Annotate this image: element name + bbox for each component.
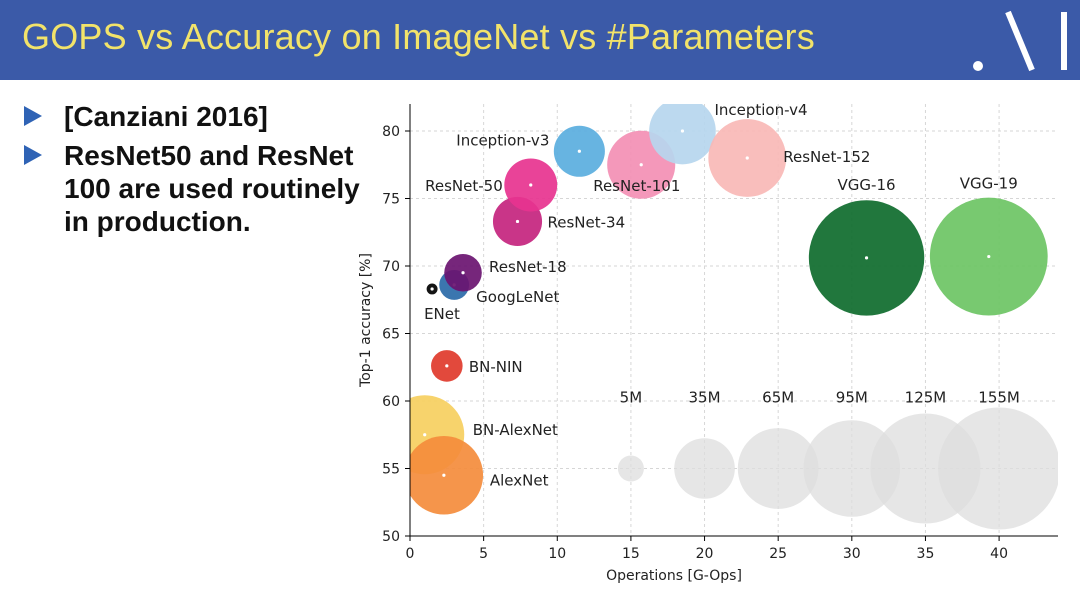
size-legend-label: 5M <box>620 388 643 406</box>
y-tick-label: 65 <box>382 327 400 343</box>
bubble-center-dot <box>423 433 427 437</box>
bullet-item: ResNet50 and ResNet 100 are used routine… <box>22 139 367 238</box>
bubble-label: ResNet-50 <box>425 177 503 195</box>
slide-title: GOPS vs Accuracy on ImageNet vs #Paramet… <box>22 16 815 57</box>
bubble-label: GoogLeNet <box>476 288 559 306</box>
x-tick-label: 0 <box>406 546 415 562</box>
bubble-label: Inception-v3 <box>456 131 549 149</box>
logo-icon <box>973 10 1067 72</box>
bubble-label: BN-NIN <box>469 358 523 376</box>
x-tick-label: 5 <box>479 546 488 562</box>
bubble-center-dot <box>987 254 991 259</box>
y-tick-label: 60 <box>382 394 400 410</box>
bubble-label: VGG-16 <box>838 176 896 194</box>
bubble-label: ResNet-101 <box>593 177 680 195</box>
y-axis-label: Top-1 accuracy [%] <box>358 253 374 388</box>
bubble-center-dot <box>864 256 869 260</box>
bubble-label: AlexNet <box>490 471 549 489</box>
y-tick-label: 55 <box>382 462 400 478</box>
bubble-center-dot <box>445 364 449 368</box>
x-tick-label: 20 <box>696 546 714 562</box>
x-tick-label: 10 <box>548 546 566 562</box>
bubble-center-dot <box>515 219 520 224</box>
bubble-label: ResNet-34 <box>548 213 626 231</box>
y-tick-label: 50 <box>382 529 400 545</box>
size-legend-label: 65M <box>762 388 794 406</box>
bullet-text: [Canziani 2016] <box>64 101 268 132</box>
y-tick-label: 75 <box>382 192 400 208</box>
bullet-arrow-icon <box>24 106 42 126</box>
bubble-center-dot <box>442 473 446 477</box>
size-legend-bubble <box>803 420 901 517</box>
slide-header: GOPS vs Accuracy on ImageNet vs #Paramet… <box>0 0 1080 80</box>
bubble-center-dot <box>430 287 434 291</box>
bullet-text: ResNet50 and ResNet 100 are used routine… <box>64 140 360 237</box>
bubble-label: Inception-v4 <box>714 101 807 119</box>
size-legend-label: 95M <box>836 388 868 406</box>
bullet-list: [Canziani 2016] ResNet50 and ResNet 100 … <box>22 100 367 244</box>
x-tick-label: 30 <box>843 546 861 562</box>
bubble-label: ENet <box>424 305 460 323</box>
x-tick-label: 25 <box>769 546 787 562</box>
bullet-item: [Canziani 2016] <box>22 100 367 133</box>
size-legend-label: 35M <box>689 388 721 406</box>
bubble-inception-v4 <box>649 104 716 165</box>
bubble-center-dot <box>577 149 581 153</box>
bullet-arrow-icon <box>24 145 42 165</box>
size-legend-bubble <box>938 407 1058 530</box>
bubble-center-dot <box>461 271 465 275</box>
x-axis-label: Operations [G-Ops] <box>606 568 742 584</box>
bubble-center-dot <box>529 183 533 187</box>
size-legend-bubble <box>674 438 735 499</box>
bubble-center-dot <box>745 156 749 160</box>
size-legend-label: 125M <box>905 388 947 406</box>
bubble-label: ResNet-152 <box>783 148 870 166</box>
x-tick-label: 35 <box>917 546 935 562</box>
y-tick-label: 80 <box>382 124 400 140</box>
x-tick-label: 40 <box>990 546 1008 562</box>
bubble-alexnet <box>410 436 484 515</box>
bubble-center-dot <box>680 129 685 133</box>
bubble-center-dot <box>639 163 643 167</box>
bubble-label: VGG-19 <box>960 175 1018 193</box>
size-legend-label: 155M <box>978 388 1020 406</box>
bubble-label: ResNet-18 <box>489 258 567 276</box>
size-legend-bubble <box>737 428 819 509</box>
bubble-label: BN-AlexNet <box>473 421 558 439</box>
x-tick-label: 15 <box>622 546 640 562</box>
y-tick-label: 70 <box>382 259 400 275</box>
bubble-chart: 0 5 10 15 20 25 30 35 40 50 55 60 65 70 75 80 Operations… <box>350 96 1070 596</box>
size-legend-bubble <box>617 455 644 482</box>
chart-svg: 0 5 10 15 20 25 30 35 40 50 55 60 65 70 75 80 Operations… <box>358 101 1058 584</box>
